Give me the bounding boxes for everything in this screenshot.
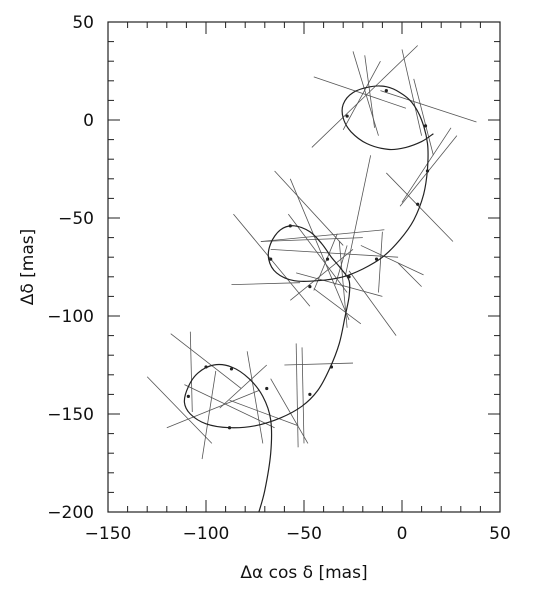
observation-point	[347, 275, 351, 279]
observation-point	[345, 114, 349, 118]
error-bar	[348, 270, 397, 336]
error-bar	[201, 370, 217, 460]
observation-point	[227, 426, 232, 430]
y-tick-label: −150	[47, 405, 94, 425]
error-bar	[401, 49, 422, 136]
error-bar	[360, 245, 424, 276]
observation-point	[325, 257, 330, 261]
error-bar	[189, 331, 193, 413]
observation-point	[425, 169, 430, 173]
observation-point	[423, 124, 428, 128]
y-tick-label: −100	[47, 307, 94, 327]
error-bar	[313, 76, 407, 109]
error-bar	[260, 237, 363, 242]
error-bar-group	[146, 45, 477, 460]
error-bar	[311, 45, 418, 148]
error-bar	[260, 229, 385, 242]
x-tick-label: −150	[85, 524, 132, 544]
observation-point	[329, 365, 334, 369]
observation-point	[416, 202, 420, 206]
observation-point-group	[186, 89, 430, 430]
error-bar	[301, 347, 305, 444]
error-bar	[397, 262, 422, 287]
error-bar	[413, 78, 434, 156]
observation-point	[204, 365, 208, 369]
error-bar	[378, 231, 383, 293]
observation-point	[384, 89, 388, 93]
error-bar	[246, 351, 264, 444]
series-line	[183, 85, 434, 513]
observation-point	[288, 224, 292, 228]
error-bar	[231, 282, 301, 286]
error-bar	[352, 51, 379, 136]
x-tick-label: 50	[489, 524, 511, 544]
error-bar	[184, 384, 275, 429]
y-tick-label: 50	[72, 13, 94, 33]
observation-point	[229, 367, 234, 371]
error-bar	[274, 170, 344, 246]
observation-point	[374, 257, 379, 261]
observation-point	[269, 257, 273, 261]
error-bar	[295, 343, 299, 448]
error-bar	[229, 399, 299, 427]
error-bar	[270, 378, 309, 444]
y-tick-label: 0	[83, 111, 94, 131]
observation-point	[186, 394, 190, 398]
x-tick-label: −100	[183, 524, 230, 544]
observation-point	[265, 386, 269, 391]
axis-ticks	[107, 21, 501, 513]
error-bar	[289, 178, 350, 321]
error-bar	[170, 333, 242, 389]
error-bar	[284, 362, 354, 366]
observation-point	[308, 285, 312, 289]
y-axis-label: Δδ [mas]	[18, 229, 38, 306]
error-bar	[313, 233, 338, 291]
error-bar	[313, 288, 362, 325]
x-tick-label: −50	[286, 524, 322, 544]
error-bar	[166, 390, 260, 429]
observation-point	[308, 392, 312, 396]
series-group	[183, 85, 434, 513]
y-tick-label: −50	[58, 209, 94, 229]
error-bar	[364, 55, 375, 128]
error-bar	[401, 127, 452, 203]
x-axis-label: Δα cos δ [mas]	[240, 563, 367, 583]
error-bar	[219, 364, 268, 409]
error-bar	[290, 249, 354, 301]
x-tick-label: 0	[397, 524, 408, 544]
y-tick-label: −200	[47, 503, 94, 523]
error-bar	[270, 248, 399, 258]
error-bar	[296, 272, 383, 297]
error-bar	[380, 90, 477, 123]
error-bar	[344, 155, 372, 277]
error-bar	[342, 61, 381, 130]
error-bar	[146, 376, 213, 444]
